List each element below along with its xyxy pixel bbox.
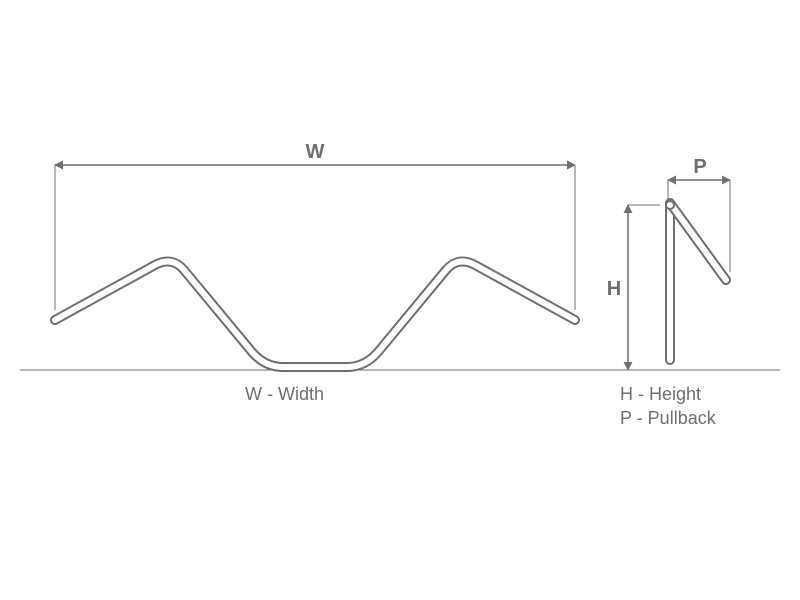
legend-pullback: P - Pullback: [620, 408, 717, 428]
handlebar-front-fill: [55, 261, 575, 367]
pullback-dimension-label: P: [693, 156, 706, 178]
width-dimension-label: W: [306, 141, 325, 163]
handlebar-side-grip-fill: [670, 203, 726, 280]
height-dimension-label: H: [607, 278, 621, 300]
handlebar-side-join-fill: [667, 202, 673, 208]
legend-width: W - Width: [245, 384, 324, 404]
legend-height: H - Height: [620, 384, 701, 404]
